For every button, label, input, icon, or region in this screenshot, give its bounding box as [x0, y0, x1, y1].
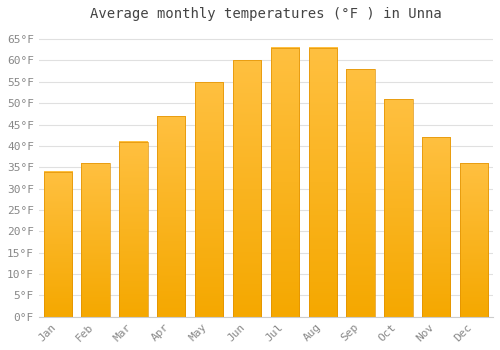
Title: Average monthly temperatures (°F ) in Unna: Average monthly temperatures (°F ) in Un…: [90, 7, 442, 21]
Bar: [384, 99, 412, 317]
Bar: [346, 69, 375, 317]
Bar: [460, 163, 488, 317]
Bar: [233, 61, 261, 317]
Bar: [270, 48, 299, 317]
Bar: [44, 172, 72, 317]
Bar: [157, 116, 186, 317]
Bar: [422, 137, 450, 317]
Bar: [82, 163, 110, 317]
Bar: [308, 48, 337, 317]
Bar: [195, 82, 224, 317]
Bar: [119, 142, 148, 317]
